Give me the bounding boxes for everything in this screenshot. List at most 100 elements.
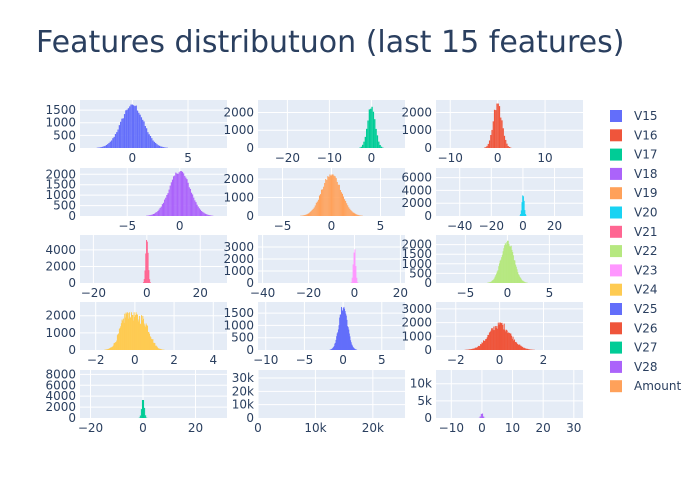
histogram-bar: [376, 135, 379, 148]
histogram-bar: [347, 205, 349, 216]
legend-item-v15[interactable]: V15: [610, 109, 657, 123]
y-tick-label: 0: [246, 141, 254, 155]
histogram-bar: [511, 335, 513, 350]
x-tick-label: −20: [479, 219, 504, 233]
histogram-bar: [140, 117, 143, 148]
histogram-bar: [511, 338, 513, 350]
legend-item-v25[interactable]: V25: [610, 302, 657, 316]
histogram-bar: [317, 199, 319, 216]
histogram-bar: [113, 136, 115, 148]
histogram-bar: [520, 279, 522, 283]
legend-swatch: [610, 206, 622, 219]
histogram-bar: [483, 416, 485, 418]
histogram-bar: [134, 316, 136, 350]
histogram-bar: [136, 314, 138, 350]
histogram-bar: [509, 246, 511, 283]
histogram-bar: [348, 207, 350, 216]
y-tick-label: 500: [53, 128, 76, 142]
plot-area: [80, 168, 227, 216]
histogram-bar: [170, 182, 172, 216]
histogram-bar: [148, 215, 150, 216]
y-tick-label: 0: [68, 209, 76, 223]
histogram-bar: [494, 325, 496, 350]
legend-item-v19[interactable]: V19: [610, 186, 657, 200]
histogram-bar: [482, 343, 484, 350]
histogram-bar: [130, 312, 132, 350]
histogram-bar: [512, 255, 514, 283]
x-tick-label: −5: [457, 286, 475, 300]
histogram-bar: [347, 327, 349, 350]
legend-item-v27[interactable]: V27: [610, 341, 657, 355]
histogram-bar: [151, 138, 153, 148]
histogram-bar: [512, 252, 514, 283]
histogram-bar: [101, 146, 104, 148]
histogram-bar: [115, 342, 117, 350]
histogram-bar: [331, 174, 333, 216]
histogram-bar: [495, 275, 497, 283]
histogram-bar: [155, 142, 157, 148]
histogram-bar: [201, 211, 203, 216]
histogram-bar: [479, 416, 481, 418]
histogram-bar: [527, 348, 529, 350]
histogram-bar: [160, 206, 162, 216]
x-tick-label: 5: [378, 353, 386, 367]
histogram-bar: [127, 313, 129, 350]
histogram-bar: [153, 342, 155, 350]
legend-item-v26[interactable]: V26: [610, 321, 657, 335]
x-tick-label: −5: [118, 219, 136, 233]
legend-item-amount[interactable]: Amount: [610, 379, 681, 393]
histogram-bar: [481, 342, 483, 350]
plot-area: [80, 100, 227, 148]
histogram-bar: [146, 239, 148, 283]
histogram-bar: [320, 194, 322, 216]
histogram-bar: [315, 202, 317, 216]
legend-swatch: [610, 245, 622, 258]
histogram-bar: [503, 323, 505, 350]
histogram-bar: [471, 349, 473, 350]
y-tick-label: 5k: [417, 394, 432, 408]
histogram-bar: [330, 349, 332, 350]
y-tick-label: 1500: [401, 247, 432, 261]
y-tick-label: 8000: [45, 367, 76, 381]
histogram-bar: [528, 349, 530, 350]
histogram-bar: [490, 135, 492, 148]
histogram-bar: [525, 348, 527, 350]
histogram-bar: [162, 147, 165, 148]
legend-item-v20[interactable]: V20: [610, 206, 657, 220]
histogram-bar: [198, 208, 200, 216]
histogram-bar: [149, 336, 151, 350]
histogram-bar: [355, 349, 357, 350]
histogram-bar: [334, 343, 336, 350]
histogram-bar: [121, 319, 123, 350]
legend-item-v21[interactable]: V21: [610, 225, 657, 239]
legend-item-v23[interactable]: V23: [610, 263, 657, 277]
y-tick-label: 0: [68, 276, 76, 290]
histogram-bar: [156, 212, 158, 216]
histogram-bar: [353, 348, 355, 350]
legend-item-v22[interactable]: V22: [610, 244, 657, 258]
legend-item-v17[interactable]: V17: [610, 148, 657, 162]
histogram-bar: [143, 121, 145, 148]
histogram-bar: [477, 345, 479, 350]
histogram-bar: [355, 266, 357, 283]
legend-item-v28[interactable]: V28: [610, 360, 657, 374]
histogram-bar: [195, 202, 197, 216]
legend-item-v16[interactable]: V16: [610, 128, 657, 142]
histogram-bar: [344, 199, 346, 216]
histogram-bar: [380, 146, 383, 148]
subplot-v16: 0 1000 2000 −20 −10 0: [223, 100, 405, 165]
histogram-bar: [353, 212, 355, 216]
legend-item-v18[interactable]: V18: [610, 167, 657, 181]
histogram-bar: [352, 346, 354, 350]
x-tick-label: 0: [496, 353, 504, 367]
histogram-bar: [110, 347, 112, 350]
histogram-bar: [161, 349, 163, 350]
legend-item-v24[interactable]: V24: [610, 283, 657, 297]
histogram-bar: [344, 311, 346, 350]
y-tick-label: 2000: [45, 167, 76, 181]
histogram-bar: [364, 136, 367, 148]
histogram-bar: [149, 279, 151, 283]
histogram-bar: [519, 344, 521, 350]
legend[interactable]: V15 V16 V17 V18 V19 V20 V21 V22 V23 V24 V25 V26 V27 V…: [610, 109, 681, 393]
